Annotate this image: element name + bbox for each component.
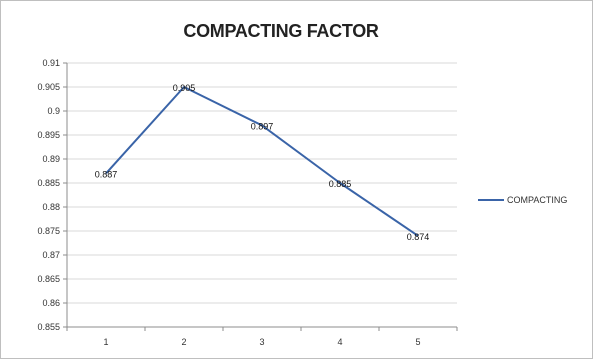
data-label: 0.887	[95, 169, 118, 179]
y-tick-label: 0.895	[37, 130, 60, 140]
data-label: 0.905	[173, 83, 196, 93]
y-tick-label: 0.875	[37, 226, 60, 236]
y-tick-label: 0.86	[42, 298, 60, 308]
series-line-0	[105, 86, 419, 237]
data-labels: 0.887 0.905 0.897 0.885 0.874	[95, 83, 430, 242]
y-tick-label: 0.855	[37, 322, 60, 332]
series-compacting	[105, 86, 419, 237]
x-tick-label: 4	[337, 337, 342, 347]
x-tick-label: 1	[103, 337, 108, 347]
chart-title: COMPACTING FACTOR	[183, 21, 379, 41]
y-tick-label: 0.885	[37, 178, 60, 188]
y-tick-label: 0.87	[42, 250, 60, 260]
y-tick-label: 0.865	[37, 274, 60, 284]
x-tick-label: 3	[259, 337, 264, 347]
x-tick-label: 5	[415, 337, 420, 347]
y-tick-label: 0.9	[47, 106, 60, 116]
data-label: 0.874	[407, 232, 430, 242]
y-tick-label: 0.89	[42, 154, 60, 164]
x-tick-label: 2	[181, 337, 186, 347]
y-tick-label: 0.91	[42, 58, 60, 68]
legend: COMPACTING	[478, 195, 567, 205]
data-label: 0.885	[329, 179, 352, 189]
data-label: 0.897	[251, 121, 274, 131]
y-tick-labels: 0.91 0.905 0.9 0.895 0.89 0.885 0.88 0.875 0.87 0…	[37, 58, 60, 332]
x-tick-labels: 1 2 3 4 5	[103, 337, 420, 347]
legend-label-compacting: COMPACTING	[507, 195, 568, 205]
axes	[63, 62, 458, 331]
y-tick-label: 0.905	[37, 82, 60, 92]
legend-swatch	[478, 199, 504, 201]
y-tick-label: 0.88	[42, 202, 60, 212]
gridlines	[67, 62, 457, 328]
